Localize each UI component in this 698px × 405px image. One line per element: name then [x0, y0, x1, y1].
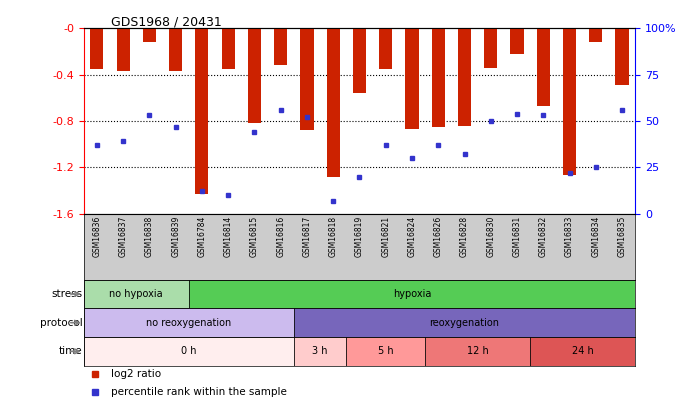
Bar — [589, 28, 602, 42]
Text: reoxygenation: reoxygenation — [429, 318, 500, 328]
Bar — [274, 28, 288, 65]
Bar — [195, 28, 209, 194]
Text: GSM16828: GSM16828 — [460, 215, 469, 257]
Text: GSM16814: GSM16814 — [223, 215, 232, 257]
Bar — [346, 337, 425, 366]
Text: GSM16838: GSM16838 — [145, 215, 154, 257]
Text: GSM16833: GSM16833 — [565, 215, 574, 257]
Text: GSM16826: GSM16826 — [433, 215, 443, 257]
Text: GSM16837: GSM16837 — [119, 215, 128, 257]
Bar — [327, 28, 340, 177]
Bar — [530, 337, 635, 366]
Text: time: time — [59, 346, 82, 356]
Bar — [143, 28, 156, 42]
Bar — [84, 308, 294, 337]
Text: GSM16815: GSM16815 — [250, 215, 259, 257]
Bar — [90, 28, 103, 69]
Bar — [510, 28, 524, 54]
Bar — [537, 28, 550, 106]
Text: GSM16819: GSM16819 — [355, 215, 364, 257]
Text: hypoxia: hypoxia — [393, 289, 431, 299]
Text: GDS1968 / 20431: GDS1968 / 20431 — [111, 15, 222, 28]
Bar — [169, 28, 182, 71]
Bar — [84, 280, 188, 308]
Bar — [431, 28, 445, 127]
Text: protocol: protocol — [40, 318, 82, 328]
Text: GSM16839: GSM16839 — [171, 215, 180, 257]
Bar — [425, 337, 530, 366]
Text: GSM16835: GSM16835 — [618, 215, 627, 257]
Text: no reoxygenation: no reoxygenation — [146, 318, 232, 328]
Bar — [406, 28, 419, 129]
Text: GSM16821: GSM16821 — [381, 215, 390, 257]
Bar — [616, 28, 629, 85]
Text: 5 h: 5 h — [378, 346, 394, 356]
Text: GSM16818: GSM16818 — [329, 215, 338, 257]
Text: stress: stress — [52, 289, 82, 299]
Bar — [294, 337, 346, 366]
Bar — [294, 308, 635, 337]
Bar — [563, 28, 576, 175]
Text: GSM16830: GSM16830 — [487, 215, 496, 257]
Text: log2 ratio: log2 ratio — [111, 369, 161, 379]
Text: GSM16831: GSM16831 — [512, 215, 521, 257]
Bar — [188, 280, 635, 308]
Bar — [84, 337, 294, 366]
Text: GSM16817: GSM16817 — [302, 215, 311, 257]
Bar — [379, 28, 392, 69]
Text: 12 h: 12 h — [467, 346, 489, 356]
Text: GSM16836: GSM16836 — [92, 215, 101, 257]
Bar — [117, 28, 130, 71]
Text: 3 h: 3 h — [312, 346, 328, 356]
Bar — [248, 28, 261, 123]
Bar — [300, 28, 313, 130]
Text: 24 h: 24 h — [572, 346, 593, 356]
Bar — [484, 28, 497, 68]
Text: GSM16784: GSM16784 — [198, 215, 207, 257]
Bar — [222, 28, 235, 69]
Text: GSM16824: GSM16824 — [408, 215, 417, 257]
Text: GSM16834: GSM16834 — [591, 215, 600, 257]
Bar — [458, 28, 471, 126]
Text: GSM16816: GSM16816 — [276, 215, 285, 257]
Text: GSM16832: GSM16832 — [539, 215, 548, 257]
Bar — [353, 28, 366, 93]
Text: 0 h: 0 h — [181, 346, 197, 356]
Text: percentile rank within the sample: percentile rank within the sample — [111, 387, 287, 397]
Text: no hypoxia: no hypoxia — [110, 289, 163, 299]
